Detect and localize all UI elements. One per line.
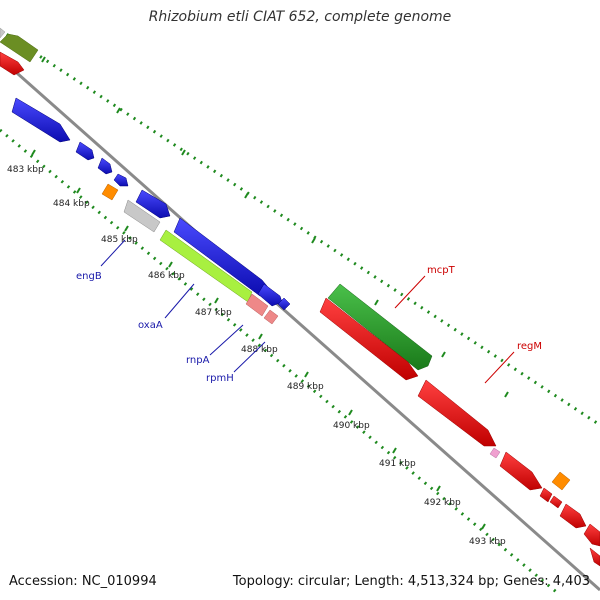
- gene-label-oxaA[interactable]: oxaA: [138, 320, 163, 331]
- tick-label: 493 kbp: [469, 537, 506, 547]
- gene-grey-top-left[interactable]: [0, 27, 6, 39]
- gene-label-mcpT[interactable]: mcpT: [427, 265, 456, 276]
- gene-red-6[interactable]: [583, 523, 600, 547]
- tick-label: 484 kbp: [53, 199, 90, 209]
- gene-red-4[interactable]: [549, 495, 563, 509]
- gene-orange-1[interactable]: [101, 183, 119, 201]
- gene-mcpT[interactable]: [327, 283, 433, 371]
- gene-red-3[interactable]: [539, 487, 553, 503]
- gene-blue-1[interactable]: [11, 97, 71, 143]
- gene-red-top-left[interactable]: [0, 51, 25, 76]
- genome-summary-text: Topology: circular; Length: 4,513,324 bp…: [232, 574, 590, 589]
- gene-blue-7[interactable]: [257, 283, 283, 307]
- outer-tick-marks: [41, 56, 509, 398]
- gene-label-rpmH[interactable]: rpmH: [206, 373, 234, 384]
- tick-label: 490 kbp: [333, 421, 370, 431]
- map-title: Rhizobium etli CIAT 652, complete genome: [148, 9, 452, 25]
- gene-red-1[interactable]: [319, 297, 419, 381]
- gene-label-engB[interactable]: engB: [76, 271, 102, 282]
- gene-rpmH[interactable]: [263, 309, 279, 325]
- gene-grey-engB[interactable]: [123, 199, 161, 233]
- gene-regM[interactable]: [417, 379, 497, 447]
- gene-red-5[interactable]: [559, 503, 587, 529]
- gene-blue-2[interactable]: [75, 141, 95, 161]
- gene-olive[interactable]: [0, 33, 39, 63]
- gene-rnpA[interactable]: [245, 293, 269, 317]
- gene-blue-3[interactable]: [97, 157, 113, 175]
- tick-labels: 483 kbp 484 kbp 485 kbp 486 kbp 487 kbp …: [7, 165, 506, 547]
- tick-label: 486 kbp: [148, 271, 185, 281]
- tick-label: 492 kbp: [424, 498, 461, 508]
- label-leaders: [100, 239, 515, 384]
- gene-red-2[interactable]: [499, 451, 543, 491]
- tick-label: 491 kbp: [379, 459, 416, 469]
- inner-dotted-track: [0, 128, 561, 597]
- gene-red-7[interactable]: [589, 547, 600, 567]
- gene-pink-small[interactable]: [489, 447, 501, 459]
- tick-label: 488 kbp: [241, 345, 278, 355]
- gene-label-rnpA[interactable]: rnpA: [186, 355, 210, 366]
- gene-blue-8[interactable]: [277, 297, 291, 311]
- inner-tick-marks: [31, 149, 486, 530]
- tick-label: 485 kbp: [101, 235, 138, 245]
- tick-label: 483 kbp: [7, 165, 44, 175]
- genome-backbone: [0, 56, 600, 592]
- accession-text: Accession: NC_010994: [9, 574, 157, 589]
- outer-dotted-track: [0, 28, 600, 427]
- gene-blue-5[interactable]: [135, 189, 171, 219]
- gene-orange-2[interactable]: [551, 471, 571, 491]
- tick-label: 487 kbp: [195, 308, 232, 318]
- tick-label: 489 kbp: [287, 382, 324, 392]
- gene-blue-4[interactable]: [113, 173, 129, 187]
- gene-label-regM[interactable]: regM: [517, 341, 542, 352]
